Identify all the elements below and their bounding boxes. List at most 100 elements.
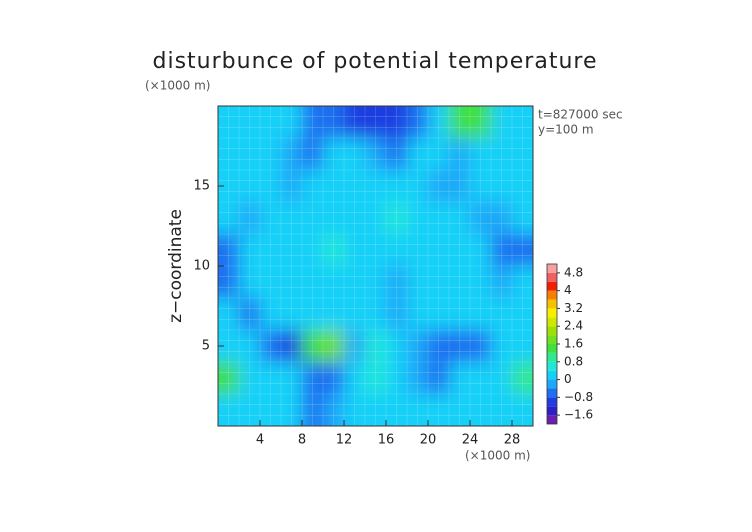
cell [365,106,386,138]
cell [323,394,344,426]
cell [218,330,239,362]
cell [365,330,386,362]
cell [407,362,428,394]
cell [491,298,512,330]
x-tick-label: 4 [256,433,264,448]
cell [302,138,323,170]
cell [281,298,302,330]
cell [470,394,491,426]
cell [365,234,386,266]
cell [365,202,386,234]
cell [386,202,407,234]
cell [449,362,470,394]
cell [302,298,323,330]
cell [344,170,365,202]
cell [344,298,365,330]
cell [491,202,512,234]
cell [449,330,470,362]
cell [512,362,533,394]
cell [239,138,260,170]
cell [323,266,344,298]
annotation: t=827000 sec [538,108,623,122]
y-tick-label: 15 [193,179,210,194]
cell [365,138,386,170]
cell [470,362,491,394]
cells [218,106,533,426]
x-unit-label: (×1000 m) [465,449,530,463]
cell [512,394,533,426]
cell [260,202,281,234]
cell [407,234,428,266]
cell [365,266,386,298]
cell [323,170,344,202]
colorbar-segment [547,264,557,273]
colorbar-segment [547,361,557,371]
x-tick-label: 28 [504,433,521,448]
y-tick-label: 10 [193,259,210,274]
cell [323,234,344,266]
colorbar-segment [547,415,557,424]
cell [281,394,302,426]
cell [407,106,428,138]
colorbar-tick-label: −1.6 [564,408,593,422]
colorbar-segment [547,335,557,344]
cell [260,330,281,362]
cell [491,170,512,202]
x-tick-label: 16 [378,433,395,448]
cell [428,138,449,170]
cell [239,362,260,394]
colorbar-tick-label: 0 [564,372,572,386]
cell [449,106,470,138]
cell [386,394,407,426]
cell [365,394,386,426]
cell [302,202,323,234]
cell [218,138,239,170]
cell [281,170,302,202]
cell [512,266,533,298]
colorbar-tick-label: 2.4 [564,319,583,333]
cell [302,362,323,394]
colorbar-segment [547,308,557,318]
cell [260,170,281,202]
cell [470,106,491,138]
cell [344,138,365,170]
cell [302,394,323,426]
cell [218,298,239,330]
cell [218,266,239,298]
cell [239,106,260,138]
cell [260,298,281,330]
cell [218,170,239,202]
field [218,106,533,426]
cell [428,266,449,298]
cell [260,362,281,394]
colorbar-segment [547,290,557,300]
cell [260,106,281,138]
cell [470,202,491,234]
cell [344,106,365,138]
cell [407,170,428,202]
cell [428,106,449,138]
cell [323,202,344,234]
cell [428,298,449,330]
cell [428,362,449,394]
cell [281,266,302,298]
cell [407,266,428,298]
cell [386,234,407,266]
cell [470,138,491,170]
cell [449,394,470,426]
colorbar-segment [547,388,557,398]
cell [302,106,323,138]
cell [491,362,512,394]
cell [302,330,323,362]
colorbar-segment [547,352,557,362]
cell [428,330,449,362]
chart-title: disturbunce of potential temperature [153,49,598,74]
colorbar-segment [547,406,557,416]
cell [239,170,260,202]
colorbar-segment [547,272,557,282]
cell [323,362,344,394]
cell [428,202,449,234]
cell [239,298,260,330]
cell [470,298,491,330]
